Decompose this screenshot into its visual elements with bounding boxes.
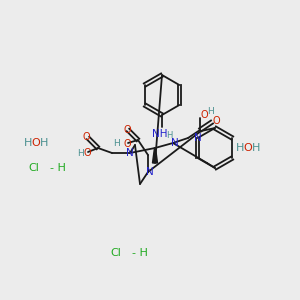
Text: H: H: [114, 140, 120, 148]
Text: N: N: [146, 167, 154, 177]
Text: O: O: [244, 143, 252, 153]
Text: - H: - H: [50, 163, 66, 173]
Text: H: H: [207, 106, 213, 116]
Text: Cl: Cl: [28, 163, 39, 173]
Polygon shape: [152, 148, 158, 163]
Text: O: O: [82, 132, 90, 142]
Text: O: O: [123, 139, 131, 149]
Text: H: H: [76, 148, 83, 158]
Text: N: N: [126, 148, 134, 158]
Text: NH: NH: [152, 129, 168, 139]
Text: O: O: [123, 125, 131, 135]
Text: - H: - H: [132, 248, 148, 258]
Text: Cl: Cl: [110, 248, 121, 258]
Text: H: H: [236, 143, 244, 153]
Text: O: O: [200, 110, 208, 120]
Text: H: H: [166, 130, 172, 140]
Text: H: H: [24, 138, 32, 148]
Text: H: H: [40, 138, 48, 148]
Text: O: O: [83, 148, 91, 158]
Text: H: H: [252, 143, 260, 153]
Text: O: O: [32, 138, 40, 148]
Text: N: N: [171, 138, 179, 148]
Text: O: O: [212, 116, 220, 126]
Text: N: N: [194, 133, 202, 143]
